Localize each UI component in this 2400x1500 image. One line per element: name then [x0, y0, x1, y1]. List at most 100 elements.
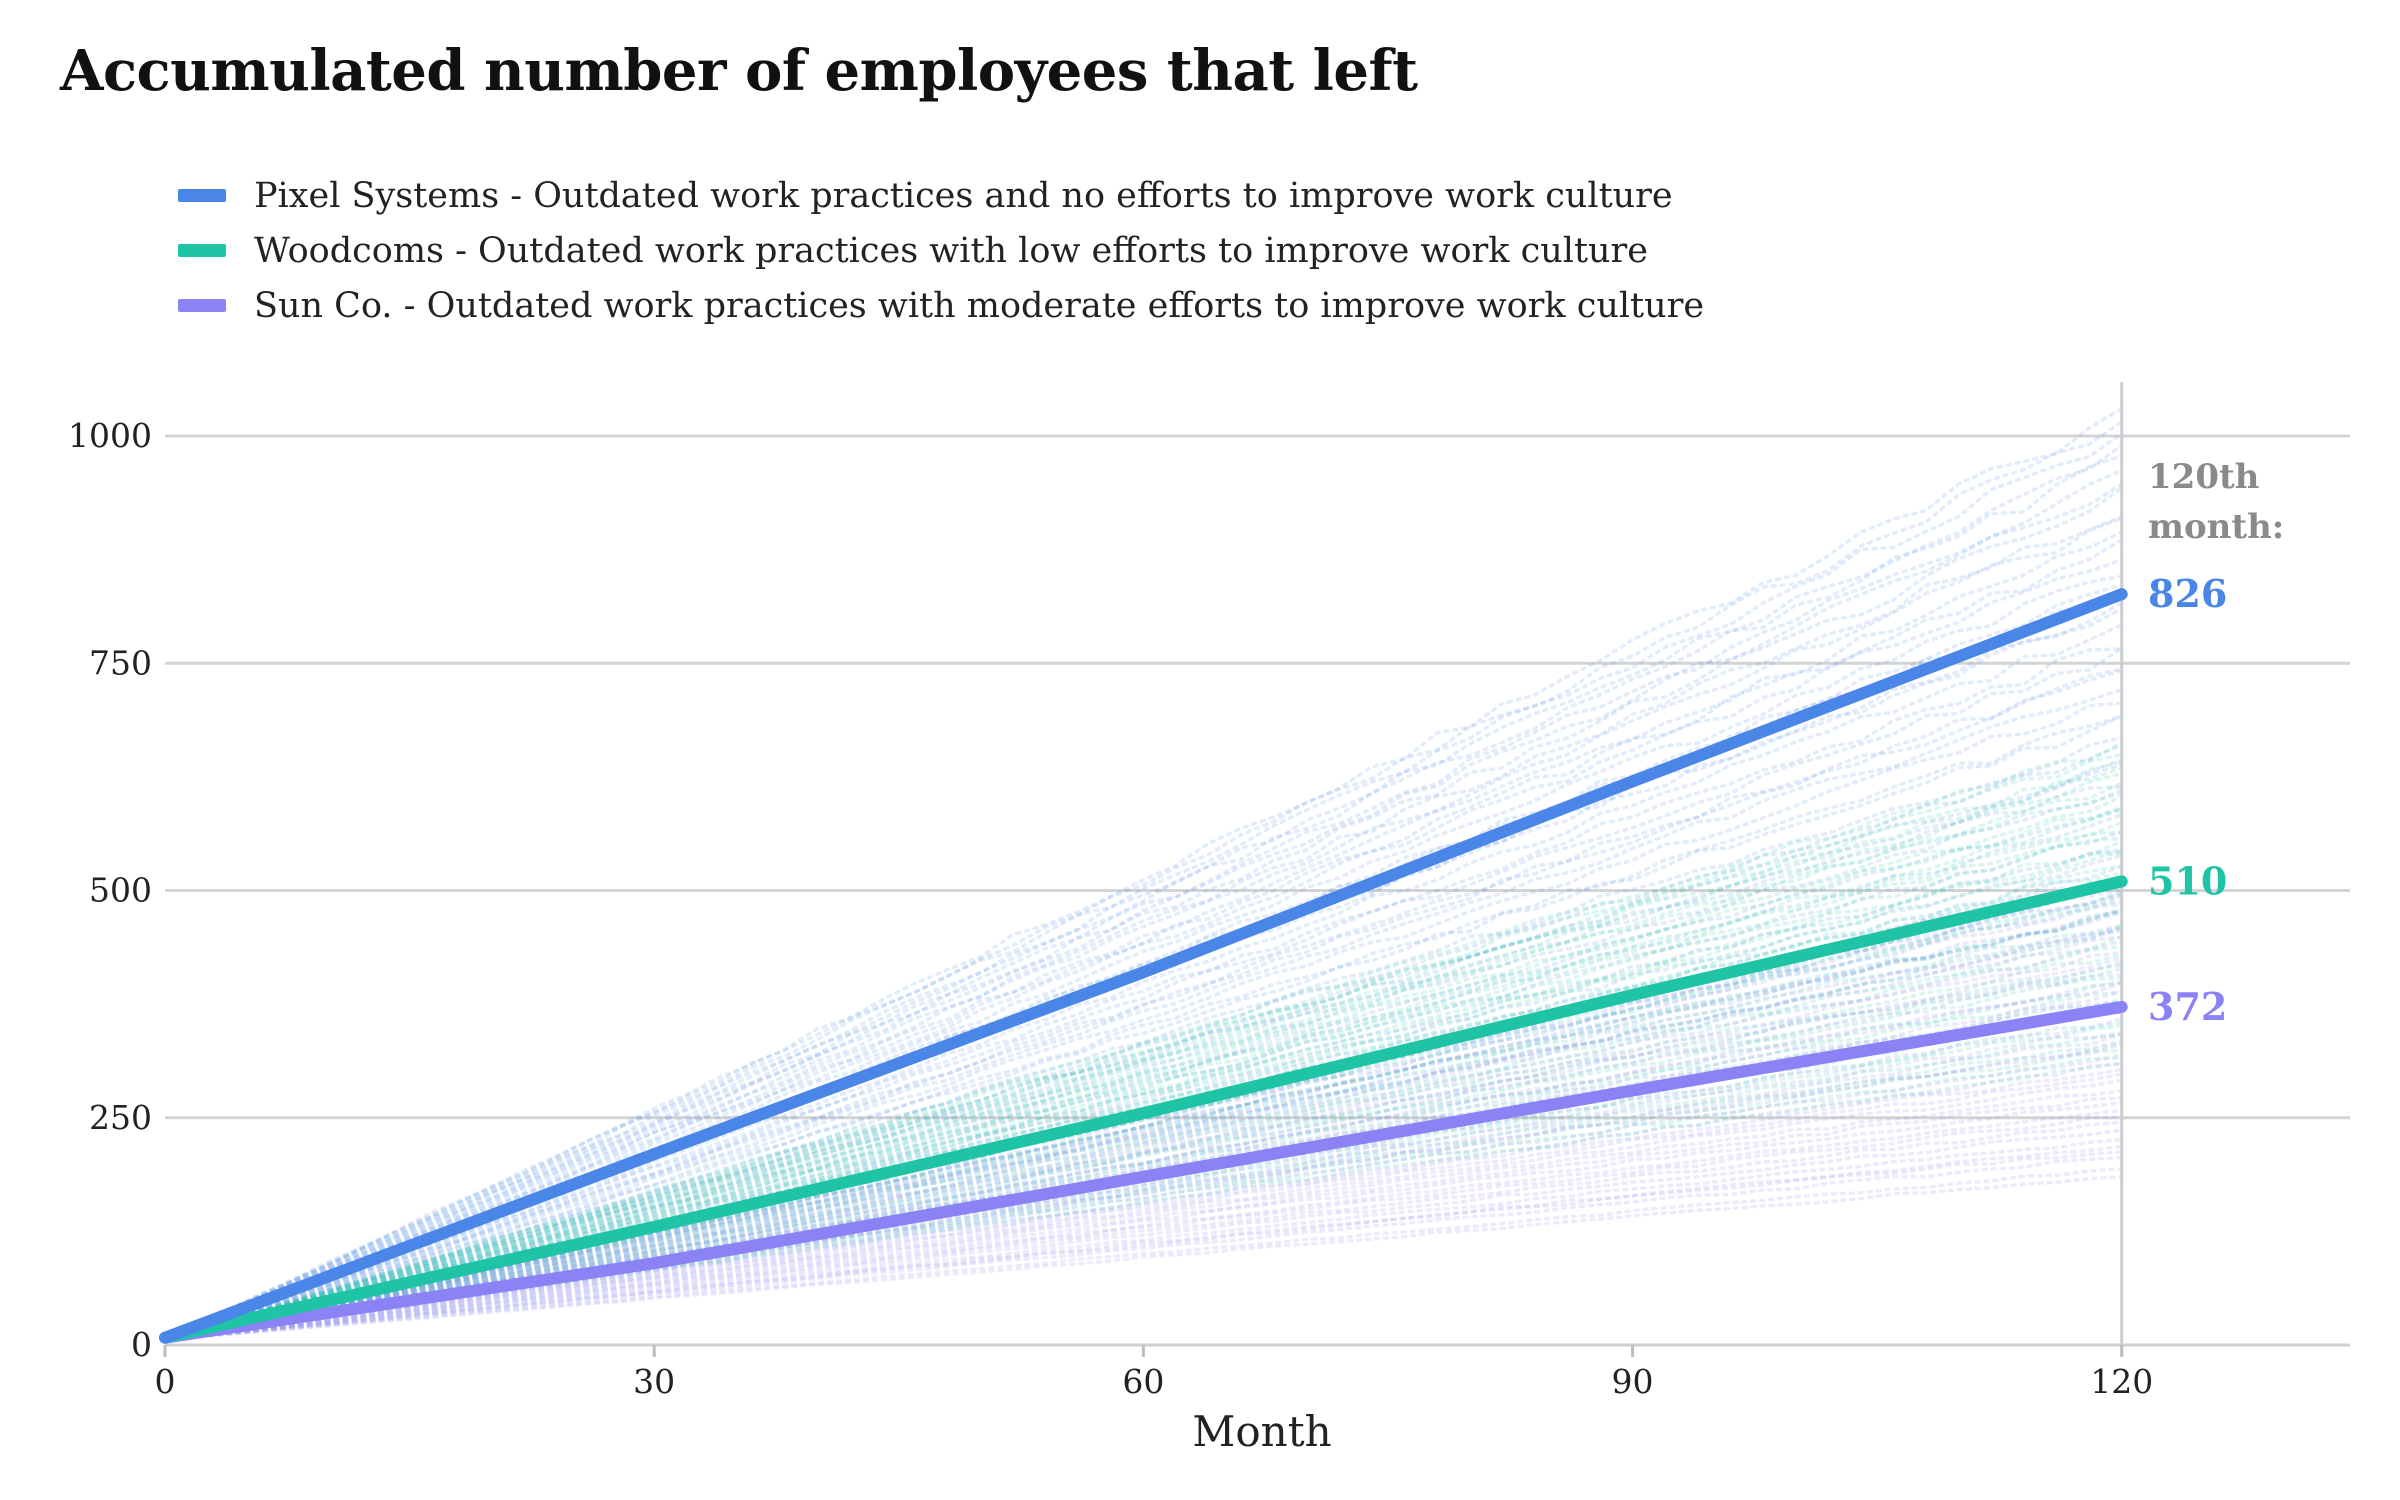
x-tick-label-60: 60 [1122, 1362, 1164, 1401]
simulation-trace-1-37 [163, 791, 2124, 1342]
simulation-trace-0-43 [163, 406, 2124, 1342]
simulation-trace-0-32 [163, 538, 2124, 1342]
x-tick-label-0: 0 [155, 1362, 176, 1401]
simulation-trace-1-17 [163, 935, 2124, 1342]
simulation-trace-1-14 [163, 960, 2124, 1342]
simulation-trace-2-14 [163, 1072, 2124, 1342]
legend-item-pixel-systems[interactable]: Pixel Systems - Outdated work practices … [178, 168, 1704, 223]
series-line-pixel-systems [159, 588, 2128, 1344]
simulation-trace-2-9 [163, 1108, 2124, 1342]
simulation-trace-2-36 [163, 925, 2124, 1342]
legend-label-woodcoms: Woodcoms - Outdated work practices with … [254, 230, 1649, 271]
x-axis-title: Month [1192, 1407, 1331, 1456]
simulation-trace-1-10 [163, 990, 2124, 1342]
simulation-trace-1-32 [163, 830, 2124, 1342]
simulation-trace-0-17 [163, 714, 2124, 1342]
simulation-trace-1-11 [163, 980, 2124, 1342]
simulation-trace-2-11 [163, 1096, 2124, 1342]
simulation-trace-2-6 [163, 1128, 2124, 1342]
simulation-trace-2-26 [163, 989, 2124, 1342]
simulation-trace-2-0 [163, 1174, 2124, 1342]
simulation-trace-2-34 [163, 935, 2124, 1342]
legend-item-woodcoms[interactable]: Woodcoms - Outdated work practices with … [178, 223, 1704, 278]
simulation-trace-1-40 [163, 766, 2124, 1342]
x-tick-label-30: 30 [633, 1362, 675, 1401]
x-tick-label-120: 120 [2090, 1362, 2153, 1401]
simulation-trace-1-12 [163, 976, 2124, 1342]
legend-swatch-woodcoms [178, 244, 226, 257]
simulation-trace-0-24 [163, 647, 2124, 1342]
chart-title: Accumulated number of employees that lef… [60, 38, 1418, 104]
simulation-trace-1-31 [163, 836, 2124, 1342]
series-lines [159, 588, 2128, 1344]
simulation-trace-0-19 [163, 701, 2124, 1342]
simulation-trace-2-25 [163, 1000, 2124, 1342]
simulation-trace-0-37 [163, 482, 2124, 1342]
legend-swatch-pixel-systems [178, 189, 226, 202]
simulation-trace-1-9 [163, 997, 2124, 1342]
simulation-trace-1-15 [163, 953, 2124, 1342]
simulation-trace-0-23 [163, 646, 2124, 1342]
simulation-trace-0-22 [163, 667, 2124, 1342]
y-tick-label-750: 750 [89, 643, 152, 682]
simulation-trace-2-17 [163, 1053, 2124, 1342]
simulation-trace-0-42 [163, 420, 2124, 1342]
simulation-trace-0-35 [163, 515, 2124, 1342]
simulation-trace-2-5 [163, 1137, 2124, 1342]
simulation-trace-2-19 [163, 1040, 2124, 1342]
simulation-trace-0-13 [163, 763, 2124, 1342]
simulation-trace-0-21 [163, 669, 2124, 1342]
simulation-trace-1-33 [163, 820, 2124, 1342]
simulation-trace-2-15 [163, 1067, 2124, 1342]
simulation-trace-1-35 [163, 805, 2124, 1342]
simulation-trace-0-14 [163, 758, 2124, 1342]
simulation-trace-2-8 [163, 1115, 2124, 1342]
simulation-trace-1-43 [163, 740, 2124, 1342]
simulation-trace-2-29 [163, 972, 2124, 1342]
simulation-trace-2-18 [163, 1042, 2124, 1342]
y-tick-label-250: 250 [89, 1098, 152, 1137]
simulation-trace-1-1 [163, 1056, 2124, 1342]
simulation-trace-2-4 [163, 1144, 2124, 1342]
chart-labels: Month 120th month: 826 510 372 [1192, 457, 2284, 1456]
simulation-trace-0-12 [163, 785, 2124, 1342]
simulation-trace-1-34 [163, 808, 2124, 1342]
legend-label-pixel-systems: Pixel Systems - Outdated work practices … [254, 175, 1673, 216]
simulation-trace-2-27 [163, 981, 2124, 1342]
simulation-trace-2-3 [163, 1149, 2124, 1342]
simulation-trace-2-35 [163, 929, 2124, 1342]
y-tick-label-1000: 1000 [68, 416, 152, 455]
series-line-sun-co [159, 1000, 2128, 1344]
simulation-trace-1-36 [163, 794, 2124, 1342]
simulation-trace-0-20 [163, 687, 2124, 1342]
legend-item-sun-co[interactable]: Sun Co. - Outdated work practices with m… [178, 278, 1704, 333]
simulation-trace-0-28 [163, 586, 2124, 1342]
simulation-trace-0-41 [163, 431, 2124, 1342]
simulation-trace-2-10 [163, 1100, 2124, 1342]
simulation-trace-0-16 [163, 736, 2124, 1342]
simulation-trace-1-18 [163, 924, 2124, 1342]
simulation-trace-1-5 [163, 1024, 2124, 1342]
simulation-trace-2-13 [163, 1078, 2124, 1342]
end-value-sun-co: 372 [2148, 984, 2227, 1029]
legend-swatch-sun-co [178, 299, 226, 312]
simulation-trace-2-21 [163, 1030, 2124, 1342]
simulation-trace-1-2 [163, 1049, 2124, 1342]
simulation-trace-2-20 [163, 1032, 2124, 1342]
simulation-trace-1-41 [163, 760, 2124, 1342]
y-tick-label-500: 500 [89, 871, 152, 910]
simulation-trace-1-13 [163, 967, 2124, 1342]
simulation-trace-2-7 [163, 1120, 2124, 1342]
series-line-woodcoms [159, 875, 2128, 1344]
simulation-trace-0-33 [163, 530, 2124, 1342]
simulation-trace-0-40 [163, 443, 2124, 1342]
simulation-trace-0-10 [163, 806, 2124, 1342]
simulation-trace-1-16 [163, 944, 2124, 1342]
simulation-trace-2-31 [163, 956, 2124, 1342]
simulation-trace-0-34 [163, 516, 2124, 1342]
end-value-pixel-systems: 826 [2148, 571, 2227, 616]
simulation-trace-1-3 [163, 1038, 2124, 1342]
legend: Pixel Systems - Outdated work practices … [178, 168, 1704, 333]
simulation-trace-2-32 [163, 950, 2124, 1342]
